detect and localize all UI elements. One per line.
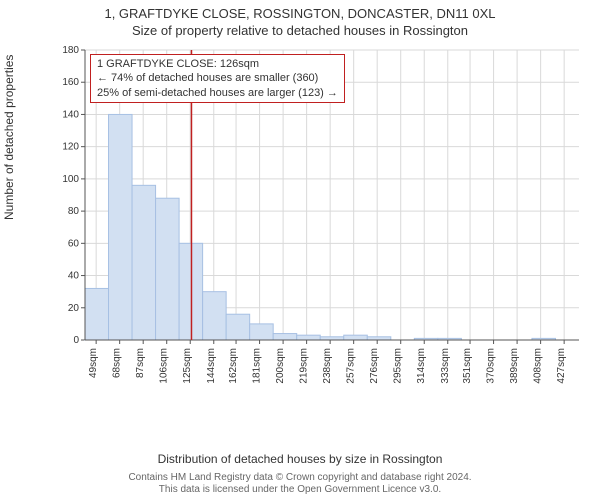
svg-text:0: 0 — [73, 335, 79, 346]
svg-text:87sqm: 87sqm — [135, 348, 146, 378]
svg-text:140: 140 — [62, 109, 79, 120]
footer: Contains HM Land Registry data © Crown c… — [0, 472, 600, 496]
svg-text:162sqm: 162sqm — [228, 348, 239, 384]
svg-text:370sqm: 370sqm — [486, 348, 497, 384]
svg-text:257sqm: 257sqm — [346, 348, 357, 384]
svg-text:100: 100 — [62, 174, 79, 185]
chart-area: 0 20 40 60 80 100 120 140 160 180 49sqm 68sqm 87sqm 1… — [55, 46, 585, 396]
svg-text:238sqm: 238sqm — [322, 348, 333, 384]
chart-container: 1, GRAFTDYKE CLOSE, ROSSINGTON, DONCASTE… — [0, 0, 600, 500]
svg-text:200sqm: 200sqm — [275, 348, 286, 384]
svg-text:144sqm: 144sqm — [206, 348, 217, 384]
info-line1: 1 GRAFTDYKE CLOSE: 126sqm — [97, 57, 338, 71]
svg-text:181sqm: 181sqm — [252, 348, 263, 384]
y-axis-label: Number of detached properties — [2, 55, 16, 220]
svg-text:219sqm: 219sqm — [299, 348, 310, 384]
svg-text:389sqm: 389sqm — [509, 348, 520, 384]
svg-text:180: 180 — [62, 46, 79, 56]
svg-text:120: 120 — [62, 142, 79, 153]
info-line2: ← 74% of detached houses are smaller (36… — [97, 71, 338, 85]
info-line3: 25% of semi-detached houses are larger (… — [97, 86, 338, 100]
svg-text:295sqm: 295sqm — [393, 348, 404, 384]
svg-text:160: 160 — [62, 77, 79, 88]
svg-text:49sqm: 49sqm — [88, 348, 99, 378]
svg-text:68sqm: 68sqm — [112, 348, 123, 378]
svg-text:408sqm: 408sqm — [533, 348, 544, 384]
svg-text:125sqm: 125sqm — [182, 348, 193, 384]
svg-text:106sqm: 106sqm — [159, 348, 170, 384]
svg-text:60: 60 — [68, 238, 80, 249]
title-line1: 1, GRAFTDYKE CLOSE, ROSSINGTON, DONCASTE… — [0, 0, 600, 23]
svg-text:314sqm: 314sqm — [416, 348, 427, 384]
svg-text:80: 80 — [68, 206, 80, 217]
footer-line2: This data is licensed under the Open Gov… — [0, 484, 600, 496]
x-axis-label: Distribution of detached houses by size … — [0, 452, 600, 466]
svg-text:276sqm: 276sqm — [369, 348, 380, 384]
svg-text:351sqm: 351sqm — [462, 348, 473, 384]
footer-line1: Contains HM Land Registry data © Crown c… — [0, 472, 600, 484]
title-line2: Size of property relative to detached ho… — [0, 23, 600, 40]
svg-text:427sqm: 427sqm — [556, 348, 567, 384]
marker-info-box: 1 GRAFTDYKE CLOSE: 126sqm ← 74% of detac… — [90, 54, 345, 103]
svg-text:40: 40 — [68, 271, 80, 282]
svg-text:333sqm: 333sqm — [440, 348, 451, 384]
svg-text:20: 20 — [68, 303, 80, 314]
